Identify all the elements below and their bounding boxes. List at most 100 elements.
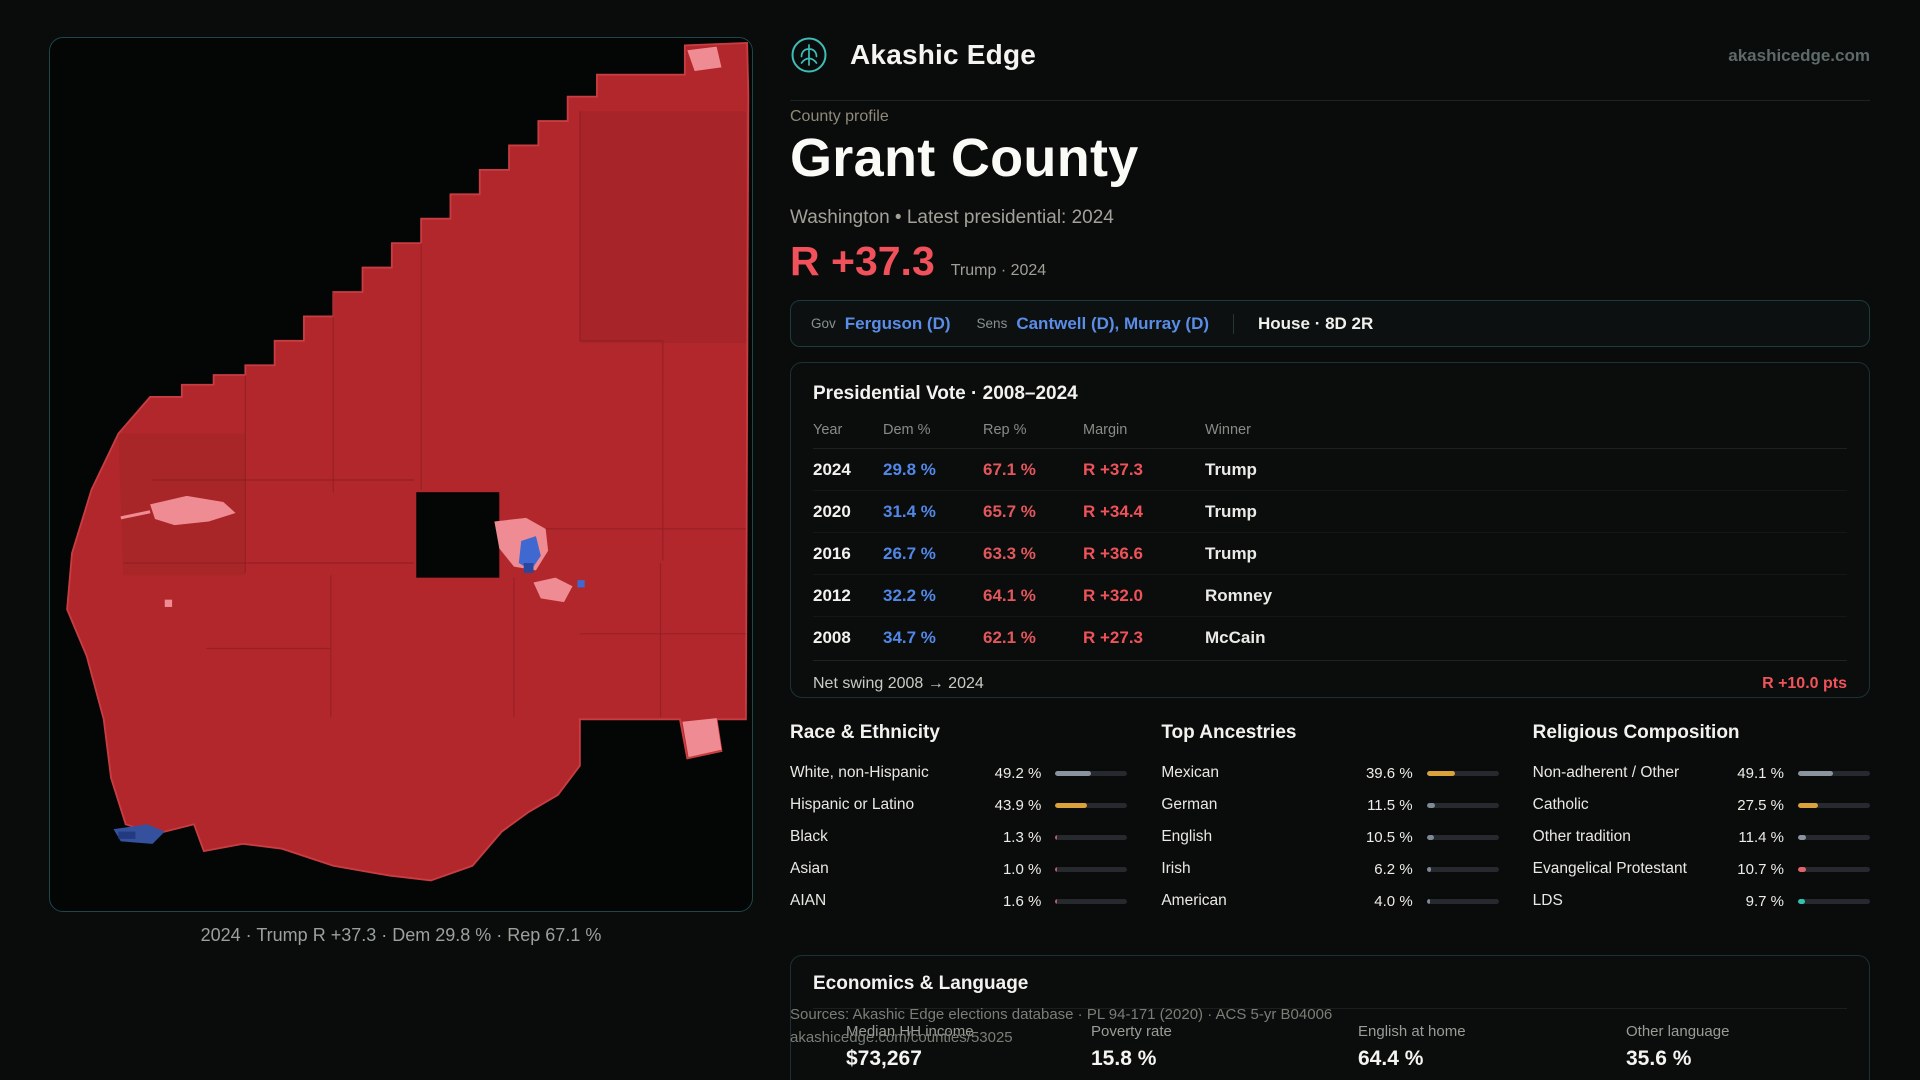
- sources-footer: Sources: Akashic Edge elections database…: [790, 1003, 1332, 1050]
- table-cell: Trump: [1205, 491, 1847, 533]
- table-cell: 67.1 %: [983, 449, 1083, 491]
- col-header-dem: Dem %: [883, 405, 983, 449]
- demo-col-ancestries: Top Ancestries Mexican 39.6 % German 11.…: [1161, 722, 1499, 917]
- table-cell: 26.7 %: [883, 533, 983, 575]
- headline-margin: R +37.3 Trump · 2024: [790, 238, 1046, 285]
- economics-title: Economics & Language: [813, 973, 1847, 1009]
- stat-bar: [1426, 866, 1499, 872]
- stat-bar: [1055, 866, 1128, 872]
- col-header-winner: Winner: [1205, 405, 1847, 449]
- app-header: Akashic Edge akashicedge.com: [790, 36, 1870, 101]
- map-caption: 2024 · Trump R +37.3 · Dem 29.8 % · Rep …: [200, 925, 602, 945]
- table-cell: 65.7 %: [983, 491, 1083, 533]
- county-shape: [66, 41, 750, 882]
- col-header-year: Year: [813, 405, 883, 449]
- stat-bar: [1426, 802, 1499, 808]
- demo-row: Catholic 27.5 %: [1533, 789, 1870, 821]
- city-areas-dem: [113, 536, 585, 844]
- econ-stat: Median HH income $73,267: [846, 1023, 974, 1070]
- demo-row: LDS 9.7 %: [1533, 885, 1870, 917]
- brand-name: Akashic Edge: [850, 39, 1037, 70]
- table-cell: R +37.3: [1083, 449, 1205, 491]
- table-cell: 2016: [813, 533, 883, 575]
- stat-bar: [1055, 770, 1128, 776]
- table-cell: Trump: [1205, 449, 1847, 491]
- city-areas-rep: [120, 46, 722, 758]
- demographics-section: Race & Ethnicity White, non-Hispanic 49.…: [790, 722, 1870, 917]
- governor-label: Gov: [811, 316, 836, 331]
- econ-stat: Poverty rate 15.8 %: [1091, 1023, 1172, 1070]
- table-cell: R +27.3: [1083, 628, 1144, 647]
- stat-bar: [1426, 898, 1499, 904]
- col-header-rep: Rep %: [983, 405, 1083, 449]
- table-cell: 2008: [813, 628, 851, 647]
- table-cell: 34.7 %: [883, 628, 936, 647]
- demo-col-title: Race & Ethnicity: [790, 722, 940, 743]
- table-cell: 2024: [813, 449, 883, 491]
- county-map-panel: [49, 37, 753, 912]
- table-cell: 64.1 %: [983, 575, 1083, 617]
- col-header-margin: Margin: [1083, 405, 1205, 449]
- brand: Akashic Edge: [790, 36, 1036, 74]
- county-map: [66, 41, 750, 882]
- governor-name: Ferguson (D): [844, 313, 951, 333]
- demo-col-title: Top Ancestries: [1161, 722, 1297, 743]
- officials-bar: Gov Ferguson (D) Sens Cantwell (D), Murr…: [790, 300, 1870, 347]
- sources-line: Sources: Akashic Edge elections database…: [790, 1006, 1333, 1023]
- stat-bar: [1798, 770, 1870, 776]
- house-delegation: House · 8D 2R: [1258, 313, 1374, 333]
- presidential-vote-card: Presidential Vote · 2008–2024 Year Dem %…: [790, 362, 1870, 698]
- table-cell: McCain: [1205, 628, 1266, 647]
- demo-row: American 4.0 %: [1161, 885, 1499, 917]
- demo-row: Irish 6.2 %: [1161, 853, 1499, 885]
- presidential-vote-title: Presidential Vote · 2008–2024: [813, 383, 1078, 404]
- stat-bar: [1055, 802, 1128, 808]
- county-profile-eyebrow: County profile: [790, 108, 889, 125]
- demo-row: AIAN 1.6 %: [790, 885, 1128, 917]
- demo-row: German 11.5 %: [1161, 789, 1499, 821]
- vertical-divider: [1233, 313, 1235, 334]
- table-cell: Romney: [1205, 575, 1847, 617]
- stat-bar: [1798, 834, 1870, 840]
- table-cell: 31.4 %: [883, 491, 983, 533]
- table-cell: 32.2 %: [883, 575, 983, 617]
- stat-bar: [1426, 770, 1499, 776]
- demo-row: Mexican 39.6 %: [1161, 757, 1499, 789]
- presidential-vote-table: Year Dem % Rep % Margin Winner 2024 29.8…: [813, 405, 1847, 658]
- profile-content: Akashic Edge akashicedge.com County prof…: [790, 0, 1870, 1080]
- table-cell: 2012: [813, 575, 883, 617]
- table-cell: 2020: [813, 491, 883, 533]
- page-subtitle: Washington • Latest presidential: 2024: [790, 207, 1114, 228]
- stat-bar: [1798, 802, 1870, 808]
- economics-card: Economics & Language Median HH income $7…: [790, 955, 1870, 1080]
- demo-row: White, non-Hispanic 49.2 %: [790, 757, 1128, 789]
- net-swing-row: Net swing 2008 → 2024 R +10.0 pts: [813, 660, 1847, 707]
- sources-url: akashicedge.com/counties/53025: [790, 1029, 1013, 1047]
- table-cell: R +36.6: [1083, 533, 1205, 575]
- econ-stat: English at home 64.4 %: [1358, 1023, 1466, 1070]
- stat-bar: [1055, 898, 1128, 904]
- margin-value: R +37.3: [790, 238, 935, 284]
- table-cell: 62.1 %: [983, 628, 1036, 647]
- table-cell: 29.8 %: [883, 449, 983, 491]
- demo-col-race: Race & Ethnicity White, non-Hispanic 49.…: [790, 722, 1128, 917]
- demo-row: Non-adherent / Other 49.1 %: [1533, 757, 1870, 789]
- demo-row: Black 1.3 %: [790, 821, 1128, 853]
- demo-col-religion: Religious Composition Non-adherent / Oth…: [1533, 722, 1870, 917]
- precinct-lines: [123, 111, 746, 717]
- economics-stats: Median HH income $73,267 Poverty rate 15…: [813, 1009, 1847, 1071]
- senators-label: Sens: [976, 316, 1008, 331]
- econ-stat: Other language 35.6 %: [1626, 1023, 1730, 1070]
- net-swing-value: R +10.0 pts: [1762, 675, 1847, 692]
- akashic-edge-logo-icon: [790, 36, 828, 74]
- site-domain-link[interactable]: akashicedge.com: [1728, 46, 1870, 65]
- page-title: Grant County: [790, 128, 1139, 188]
- demo-row: Other tradition 11.4 %: [1533, 821, 1870, 853]
- table-cell: Trump: [1205, 533, 1847, 575]
- demo-row: Hispanic or Latino 43.9 %: [790, 789, 1128, 821]
- table-cell: R +34.4: [1083, 491, 1205, 533]
- demo-row: English 10.5 %: [1161, 821, 1499, 853]
- stat-bar: [1426, 834, 1499, 840]
- city-cutout: [416, 492, 500, 578]
